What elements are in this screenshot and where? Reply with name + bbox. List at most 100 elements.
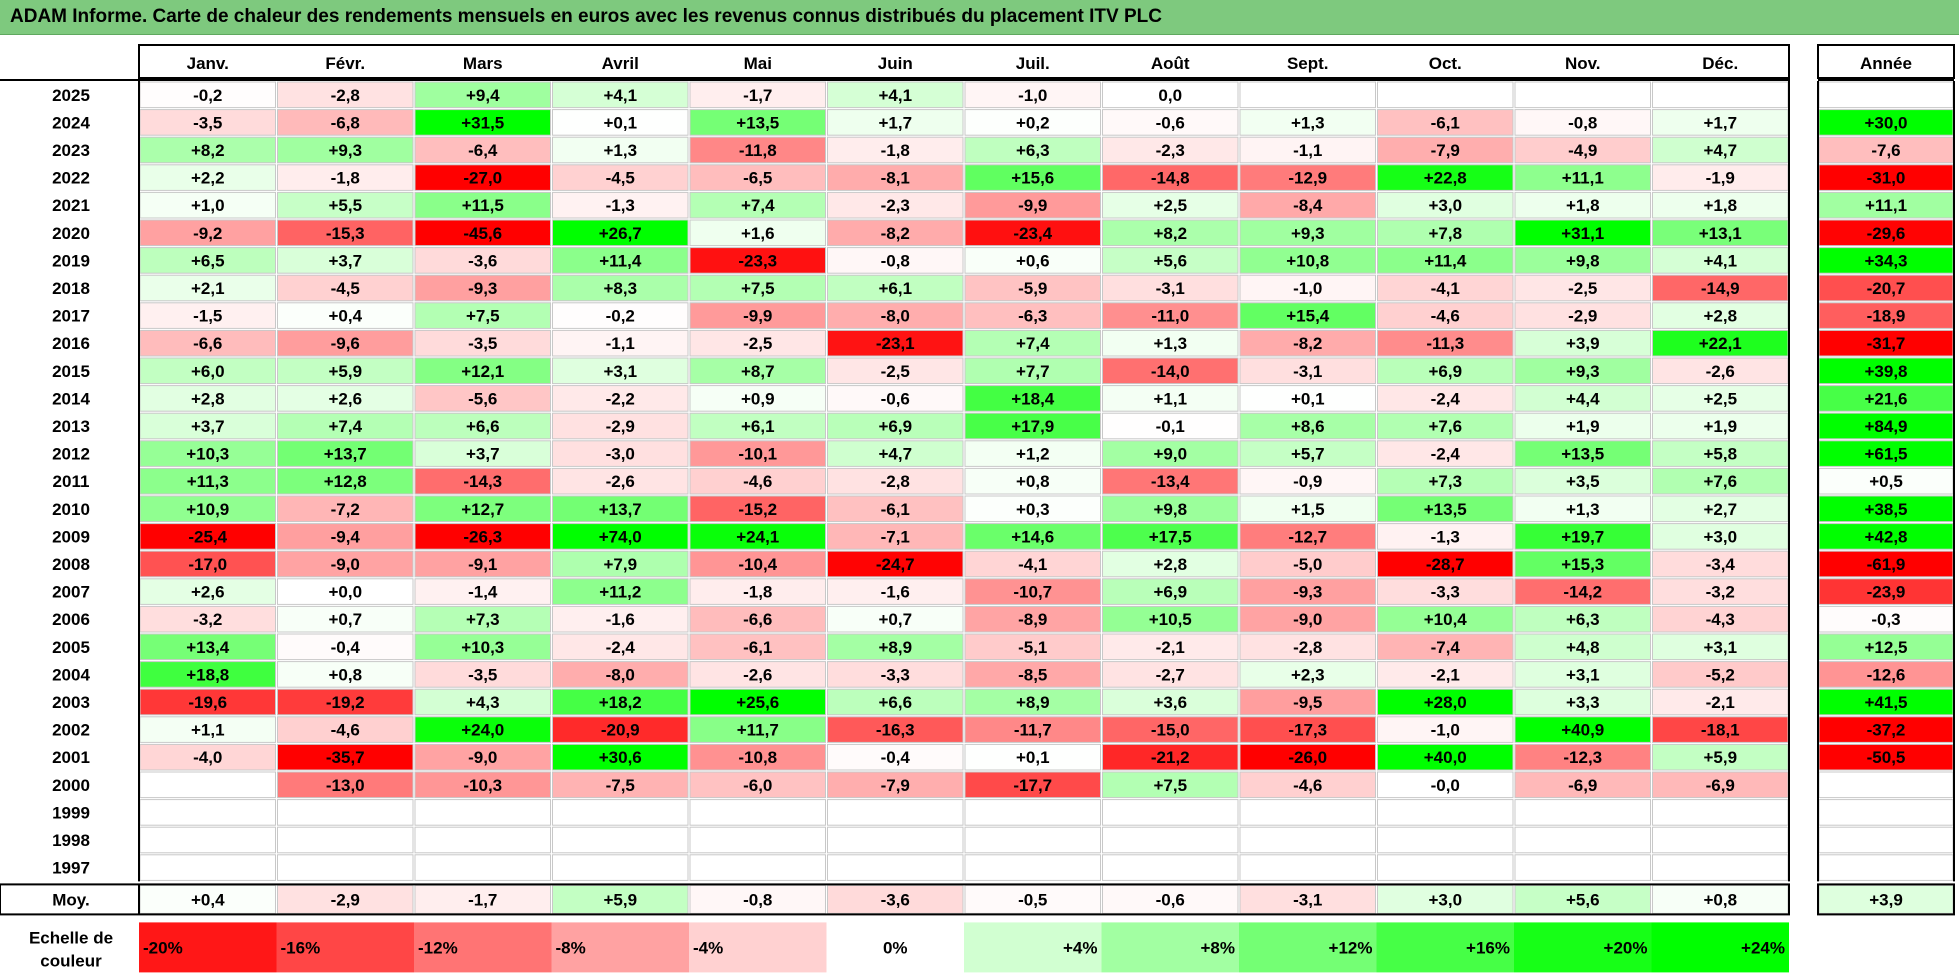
annual-value: -12,6	[1867, 665, 1906, 684]
annual-value: +30,0	[1864, 113, 1907, 132]
cell-value: +15,4	[1286, 307, 1330, 326]
cell-value: -1,3	[1431, 527, 1460, 546]
heatmap-cell	[827, 495, 964, 523]
cell-value: -6,1	[881, 500, 910, 519]
cell-value: +1,7	[878, 113, 912, 132]
heatmap-cell	[689, 854, 826, 881]
cell-value: -6,6	[743, 610, 772, 629]
cell-value: +2,8	[1153, 555, 1187, 574]
annual-value: -37,2	[1867, 721, 1906, 740]
cell-value: +26,7	[599, 224, 642, 243]
heatmap-cell	[1102, 495, 1239, 523]
annual-value: +12,5	[1864, 638, 1907, 657]
cell-value: +0,7	[878, 610, 912, 629]
cell-value: +12,7	[461, 500, 504, 519]
legend-swatch	[139, 922, 277, 973]
annual-cell	[1818, 440, 1954, 467]
heatmap-cell	[1102, 81, 1239, 109]
cell-value: -11,7	[1014, 721, 1052, 740]
annual-cell	[1818, 854, 1954, 881]
heatmap-cell	[277, 661, 414, 688]
heatmap-cell	[414, 550, 551, 578]
heatmap-cell	[827, 81, 964, 109]
average-cell	[689, 884, 826, 914]
cell-value: -7,9	[1431, 141, 1460, 160]
cell-value: -9,0	[331, 555, 360, 574]
heatmap-cell	[1377, 219, 1514, 247]
cell-value: -5,2	[1706, 665, 1735, 684]
heatmap-cell	[1377, 191, 1514, 219]
legend-step-label: -12%	[418, 938, 458, 957]
cell-value: -1,6	[606, 610, 635, 629]
cell-value: -23,3	[738, 251, 777, 270]
cell-value: -6,1	[1431, 113, 1460, 132]
heatmap-cell	[1377, 605, 1514, 633]
cell-value: -28,7	[1426, 555, 1465, 574]
cell-value: +31,1	[1561, 224, 1604, 243]
heatmap-cell	[552, 274, 689, 302]
heatmap-cell	[1102, 164, 1239, 191]
cell-value: +11,4	[599, 251, 642, 270]
annual-cell	[1818, 688, 1954, 716]
heatmap-cell	[1514, 247, 1651, 274]
heatmap-cell	[827, 329, 964, 357]
heatmap-cell	[414, 219, 551, 247]
average-value: -2,9	[331, 890, 360, 909]
cell-value: +0,8	[1016, 472, 1050, 491]
heatmap-cell	[414, 247, 551, 274]
heatmap-cell	[1652, 605, 1789, 633]
cell-value: +30,6	[599, 748, 642, 767]
cell-value: -4,6	[1293, 776, 1322, 795]
heatmap-cell	[1239, 357, 1376, 385]
heatmap-cell	[1514, 274, 1651, 302]
heatmap-cell	[1102, 771, 1239, 799]
heatmap-cell	[1514, 109, 1651, 136]
cell-value: +8,2	[1153, 224, 1187, 243]
cell-value: -10,4	[738, 555, 777, 574]
cell-value: -6,8	[331, 113, 360, 132]
heatmap-cell	[964, 440, 1101, 467]
annual-cell	[1818, 302, 1954, 329]
heatmap-cell	[1652, 302, 1789, 329]
cell-value: +8,3	[603, 279, 637, 298]
cell-value: +18,4	[1011, 389, 1055, 408]
cell-value: -3,4	[1706, 555, 1736, 574]
heatmap-cell	[1377, 136, 1514, 164]
heatmap-cell	[1514, 467, 1651, 495]
year-column-header: Année	[1860, 54, 1912, 73]
cell-value: -2,9	[606, 417, 635, 436]
heatmap-cell	[1514, 81, 1651, 109]
heatmap-cell	[1102, 799, 1239, 826]
heatmap-cell	[964, 854, 1101, 881]
cell-value: +8,6	[1291, 417, 1325, 436]
heatmap-cell	[827, 633, 964, 661]
cell-value: -8,0	[881, 307, 910, 326]
cell-value: +1,8	[1703, 196, 1737, 215]
cell-value: +6,6	[466, 417, 500, 436]
heatmap-cell	[552, 136, 689, 164]
cell-value: -11,8	[739, 141, 777, 160]
cell-value: +0,3	[1016, 500, 1050, 519]
heatmap-cell	[964, 274, 1101, 302]
heatmap-cell	[1377, 550, 1514, 578]
cell-value: -0,4	[331, 638, 361, 657]
cell-value: +7,4	[1016, 334, 1050, 353]
cell-value: +9,3	[328, 141, 362, 160]
cell-value: +7,6	[1703, 472, 1737, 491]
heatmap-cell	[1239, 688, 1376, 716]
heatmap-cell	[139, 247, 276, 274]
cell-value: -9,5	[1293, 693, 1322, 712]
cell-value: +9,8	[1566, 251, 1600, 270]
column-header: Août	[1151, 54, 1190, 73]
heatmap-cell	[1652, 826, 1789, 854]
cell-value: -6,4	[468, 141, 498, 160]
cell-value: +1,3	[1153, 334, 1187, 353]
heatmap-cell	[1377, 357, 1514, 385]
heatmap-cell	[277, 605, 414, 633]
cell-value: +15,6	[1011, 169, 1054, 188]
heatmap-cell	[689, 523, 826, 550]
cell-value: -1,0	[1293, 279, 1322, 298]
heatmap-cell	[827, 412, 964, 440]
heatmap-cell	[689, 550, 826, 578]
